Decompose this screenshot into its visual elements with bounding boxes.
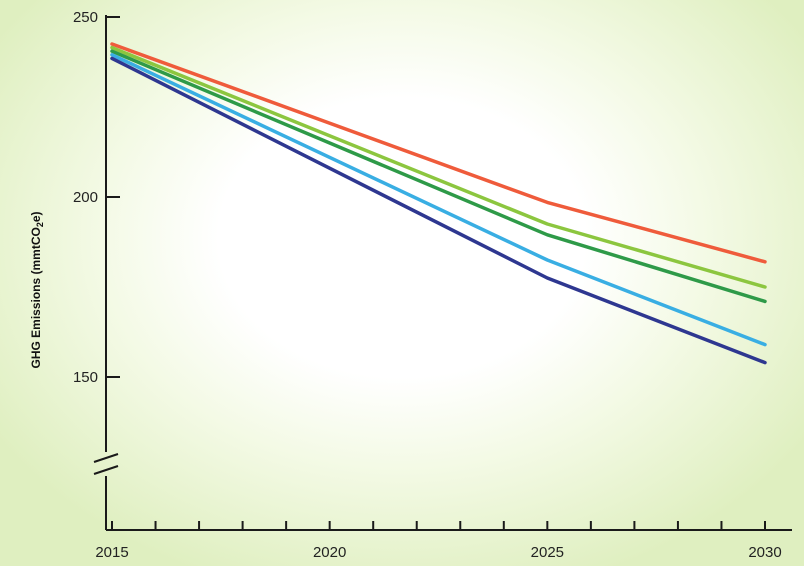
series-line-4: [110, 53, 767, 347]
series-line-1: [110, 42, 767, 264]
series-line-3: [110, 49, 767, 304]
series-lines: [110, 42, 767, 365]
x-tick-label: 2025: [531, 544, 564, 561]
series-line-5: [110, 56, 767, 365]
y-tick-labels: 250 200 150: [73, 9, 98, 386]
x-tick-label: 2020: [313, 544, 346, 561]
y-tick-label: 150: [73, 369, 98, 386]
axes: [93, 15, 792, 531]
x-tick-labels: 2015 2020 2025 2030: [95, 544, 781, 561]
y-tick-label: 200: [73, 189, 98, 206]
series-line-2: [110, 45, 767, 289]
y-axis-title: GHG Emissions (mmtCO2e): [29, 211, 45, 368]
x-tick-label: 2015: [95, 544, 128, 561]
axis-break-mark: [93, 453, 119, 463]
y-tick-label: 250: [73, 9, 98, 26]
axis-break-mark: [93, 465, 119, 475]
x-tick-label: 2030: [748, 544, 781, 561]
